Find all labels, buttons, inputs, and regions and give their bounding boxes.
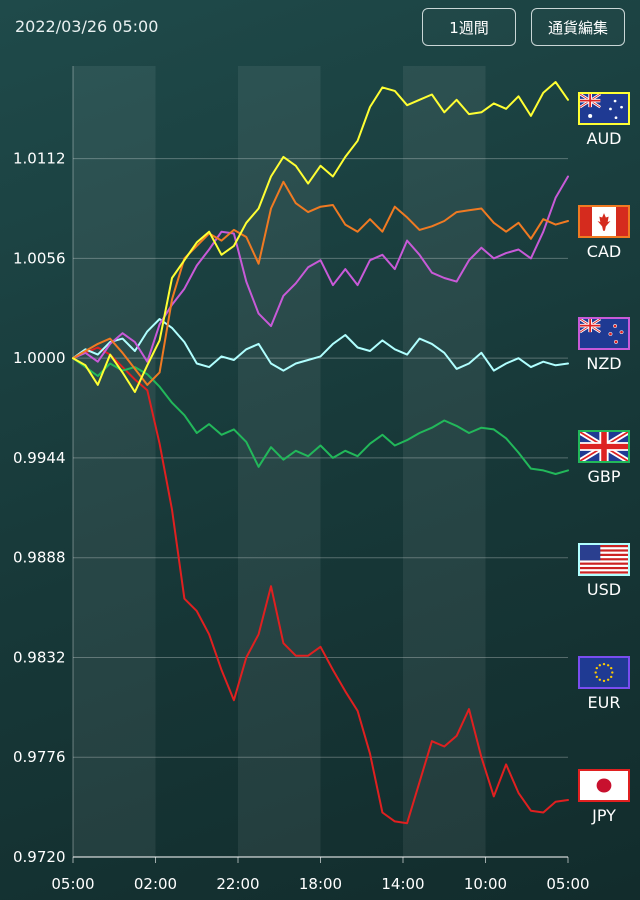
x-tick-label: 05:00	[51, 875, 94, 893]
series-line-cad	[72, 180, 569, 386]
legend-label-cad: CAD	[586, 242, 622, 261]
x-tick-label: 05:00	[546, 875, 589, 893]
legend-item-cad[interactable]: CAD	[568, 205, 640, 261]
y-tick-label: 0.9776	[13, 748, 66, 766]
legend-item-eur[interactable]: EUR	[568, 656, 640, 712]
time-band	[403, 66, 486, 857]
x-axis-labels: 05:00 02:00 22:00 18:00 14:00 10:00 05:00	[51, 857, 590, 893]
y-tick-label: 1.0112	[13, 150, 66, 168]
x-tick-label: 22:00	[216, 875, 259, 893]
time-bands	[73, 66, 569, 857]
series-line-aud	[72, 81, 569, 393]
series-line-gbp	[72, 357, 569, 475]
y-tick-label: 0.9888	[13, 549, 66, 567]
legend-label-eur: EUR	[587, 693, 621, 712]
japan-flag-icon	[578, 769, 630, 802]
y-tick-label: 1.0056	[13, 249, 66, 267]
x-tick-label: 14:00	[381, 875, 424, 893]
time-band	[156, 66, 239, 857]
legend-label-nzd: NZD	[586, 354, 622, 373]
us-flag-icon	[578, 543, 630, 576]
legend-item-usd[interactable]: USD	[568, 543, 640, 599]
period-button[interactable]: 1週間	[422, 8, 516, 46]
legend-item-aud[interactable]: AUD	[568, 92, 640, 148]
time-band	[321, 66, 404, 857]
new-zealand-flag-icon	[578, 317, 630, 350]
x-tick-label: 18:00	[299, 875, 342, 893]
x-tick-label: 10:00	[464, 875, 507, 893]
y-tick-label: 0.9944	[13, 449, 66, 467]
time-band	[486, 66, 569, 857]
y-tick-label: 0.9720	[13, 848, 66, 866]
y-axis-labels: 1.0112 1.0056 1.0000 0.9944 0.9888 0.9832 0.97…	[13, 150, 66, 866]
legend-item-nzd[interactable]: NZD	[568, 317, 640, 373]
legend-item-gbp[interactable]: GBP	[568, 430, 640, 486]
x-tick-label: 02:00	[134, 875, 177, 893]
y-tick-label: 0.9832	[13, 648, 66, 666]
series-line-usd	[72, 318, 569, 372]
time-band	[238, 66, 321, 857]
legend-label-aud: AUD	[586, 129, 622, 148]
uk-flag-icon	[578, 430, 630, 463]
time-band	[73, 66, 156, 857]
legend-label-jpy: JPY	[592, 806, 616, 825]
timestamp: 2022/03/26 05:00	[15, 17, 159, 36]
y-tick-label: 1.0000	[13, 349, 66, 367]
series-line-nzd	[72, 175, 569, 363]
series-lines	[72, 81, 569, 825]
legend-label-usd: USD	[586, 580, 622, 599]
edit-currency-button[interactable]: 通貨編集	[531, 8, 625, 46]
header: 2022/03/26 05:00 1週間 通貨編集	[0, 0, 640, 60]
eu-flag-icon	[578, 656, 630, 689]
australia-flag-icon	[578, 92, 630, 125]
series-line-jpy	[72, 346, 569, 825]
canada-flag-icon	[578, 205, 630, 238]
legend-label-gbp: GBP	[587, 467, 621, 486]
legend-item-jpy[interactable]: JPY	[568, 769, 640, 825]
